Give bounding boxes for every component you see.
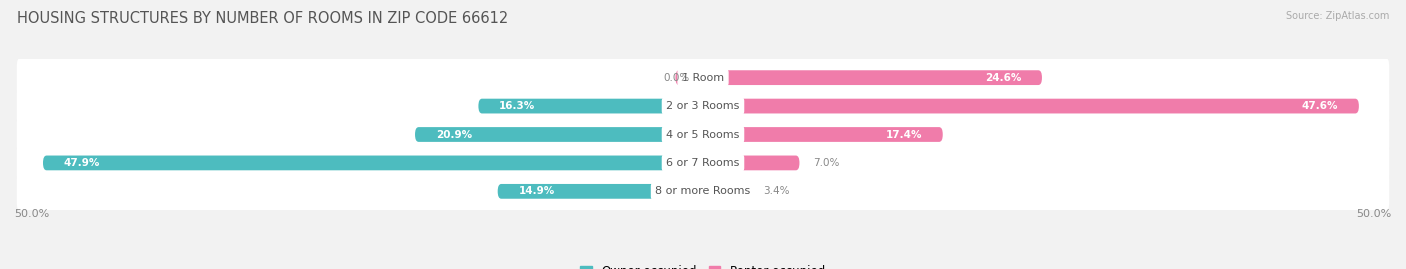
FancyBboxPatch shape	[17, 143, 1389, 183]
FancyBboxPatch shape	[17, 86, 1389, 126]
Text: 7.0%: 7.0%	[813, 158, 839, 168]
Text: HOUSING STRUCTURES BY NUMBER OF ROOMS IN ZIP CODE 66612: HOUSING STRUCTURES BY NUMBER OF ROOMS IN…	[17, 11, 508, 26]
Text: 20.9%: 20.9%	[436, 129, 472, 140]
FancyBboxPatch shape	[17, 171, 1389, 211]
Text: 47.9%: 47.9%	[63, 158, 100, 168]
FancyBboxPatch shape	[675, 184, 749, 199]
Text: 1 Room: 1 Room	[682, 73, 724, 83]
Text: 47.6%: 47.6%	[1302, 101, 1339, 111]
FancyBboxPatch shape	[478, 99, 731, 114]
Text: 17.4%: 17.4%	[886, 129, 922, 140]
Text: 50.0%: 50.0%	[1357, 209, 1392, 219]
FancyBboxPatch shape	[44, 155, 731, 170]
Text: 50.0%: 50.0%	[14, 209, 49, 219]
FancyBboxPatch shape	[675, 99, 1358, 114]
Legend: Owner-occupied, Renter-occupied: Owner-occupied, Renter-occupied	[575, 260, 831, 269]
Text: 4 or 5 Rooms: 4 or 5 Rooms	[666, 129, 740, 140]
FancyBboxPatch shape	[17, 114, 1389, 155]
Text: 14.9%: 14.9%	[519, 186, 554, 196]
FancyBboxPatch shape	[675, 155, 800, 170]
FancyBboxPatch shape	[675, 127, 943, 142]
FancyBboxPatch shape	[17, 58, 1389, 98]
Text: 3.4%: 3.4%	[763, 186, 790, 196]
Text: 8 or more Rooms: 8 or more Rooms	[655, 186, 751, 196]
FancyBboxPatch shape	[675, 70, 1042, 85]
Text: 6 or 7 Rooms: 6 or 7 Rooms	[666, 158, 740, 168]
FancyBboxPatch shape	[415, 127, 731, 142]
Text: 2 or 3 Rooms: 2 or 3 Rooms	[666, 101, 740, 111]
FancyBboxPatch shape	[498, 184, 731, 199]
Text: 24.6%: 24.6%	[986, 73, 1021, 83]
Text: 0.0%: 0.0%	[664, 73, 689, 83]
Text: Source: ZipAtlas.com: Source: ZipAtlas.com	[1285, 11, 1389, 21]
Text: 16.3%: 16.3%	[499, 101, 536, 111]
